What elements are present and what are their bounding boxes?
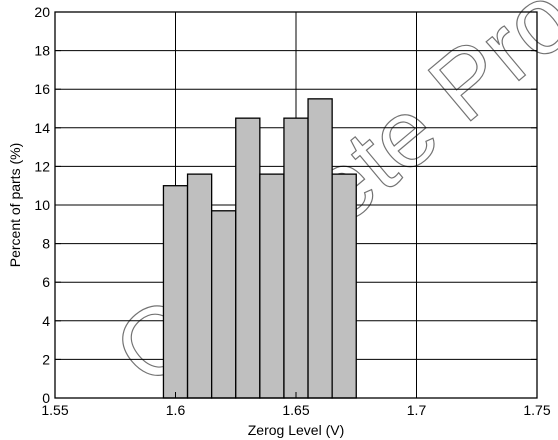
x-tick-label: 1.7: [407, 402, 427, 418]
x-tick-label: 1.6: [166, 402, 186, 418]
y-axis-label: Percent of parts (%): [7, 143, 23, 268]
y-tick-label: 14: [34, 120, 50, 136]
y-tick-label: 4: [42, 313, 50, 329]
x-tick-label: 1.55: [41, 402, 68, 418]
y-tick-label: 20: [34, 4, 50, 20]
histogram-bar: [259, 173, 285, 399]
histogram-bars: [162, 98, 357, 399]
y-tick-label: 0: [42, 390, 50, 406]
histogram-bar: [283, 117, 309, 399]
y-tick-label: 6: [42, 274, 50, 290]
y-tick-label: 12: [34, 158, 50, 174]
histogram-bar: [162, 185, 189, 399]
histogram-bar: [186, 173, 213, 399]
y-tick-label: 16: [34, 81, 50, 97]
histogram-bar: [331, 173, 357, 399]
axis-ticks: 1.55 1.6 1.65 1.7 1.75 0 2 4 6 8 10 12 14 16 18 20: [34, 4, 550, 418]
histogram-bar: [235, 117, 261, 399]
y-tick-label: 18: [34, 43, 50, 59]
x-tick-label: 1.65: [282, 402, 309, 418]
histogram-bar: [307, 98, 333, 399]
y-tick-label: 8: [42, 236, 50, 252]
x-tick-label: 1.75: [523, 402, 550, 418]
y-tick-label: 2: [42, 351, 50, 367]
histogram-bar: [210, 210, 237, 399]
x-axis-label: Zerog Level (V): [248, 422, 344, 438]
y-tick-label: 10: [34, 197, 50, 213]
